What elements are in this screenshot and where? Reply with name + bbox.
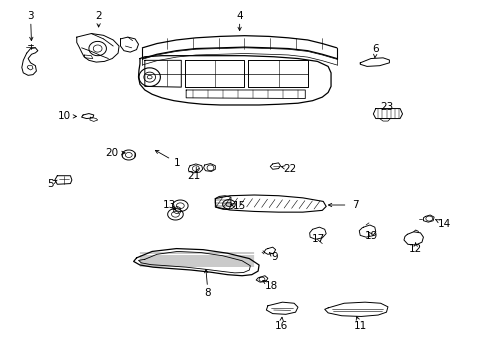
Text: 5: 5 <box>47 179 54 189</box>
Text: 11: 11 <box>353 321 366 332</box>
Text: 22: 22 <box>283 163 296 174</box>
Text: 1: 1 <box>174 158 181 168</box>
Text: 15: 15 <box>233 201 246 211</box>
Text: 13: 13 <box>163 200 176 210</box>
Text: 16: 16 <box>274 321 287 332</box>
Text: 7: 7 <box>351 200 358 210</box>
Text: 21: 21 <box>186 171 200 181</box>
Text: 3: 3 <box>27 11 34 21</box>
Text: 12: 12 <box>408 244 422 254</box>
Text: 19: 19 <box>365 231 378 242</box>
Text: 17: 17 <box>311 234 325 244</box>
Text: 23: 23 <box>379 102 392 112</box>
Text: 8: 8 <box>204 288 211 298</box>
Text: 10: 10 <box>58 111 71 121</box>
Text: 20: 20 <box>105 148 119 158</box>
Text: 6: 6 <box>372 44 378 54</box>
Text: 2: 2 <box>95 12 102 21</box>
Text: 9: 9 <box>271 252 277 262</box>
Text: 4: 4 <box>236 11 243 21</box>
Text: 14: 14 <box>437 219 450 229</box>
Text: 18: 18 <box>264 281 278 291</box>
